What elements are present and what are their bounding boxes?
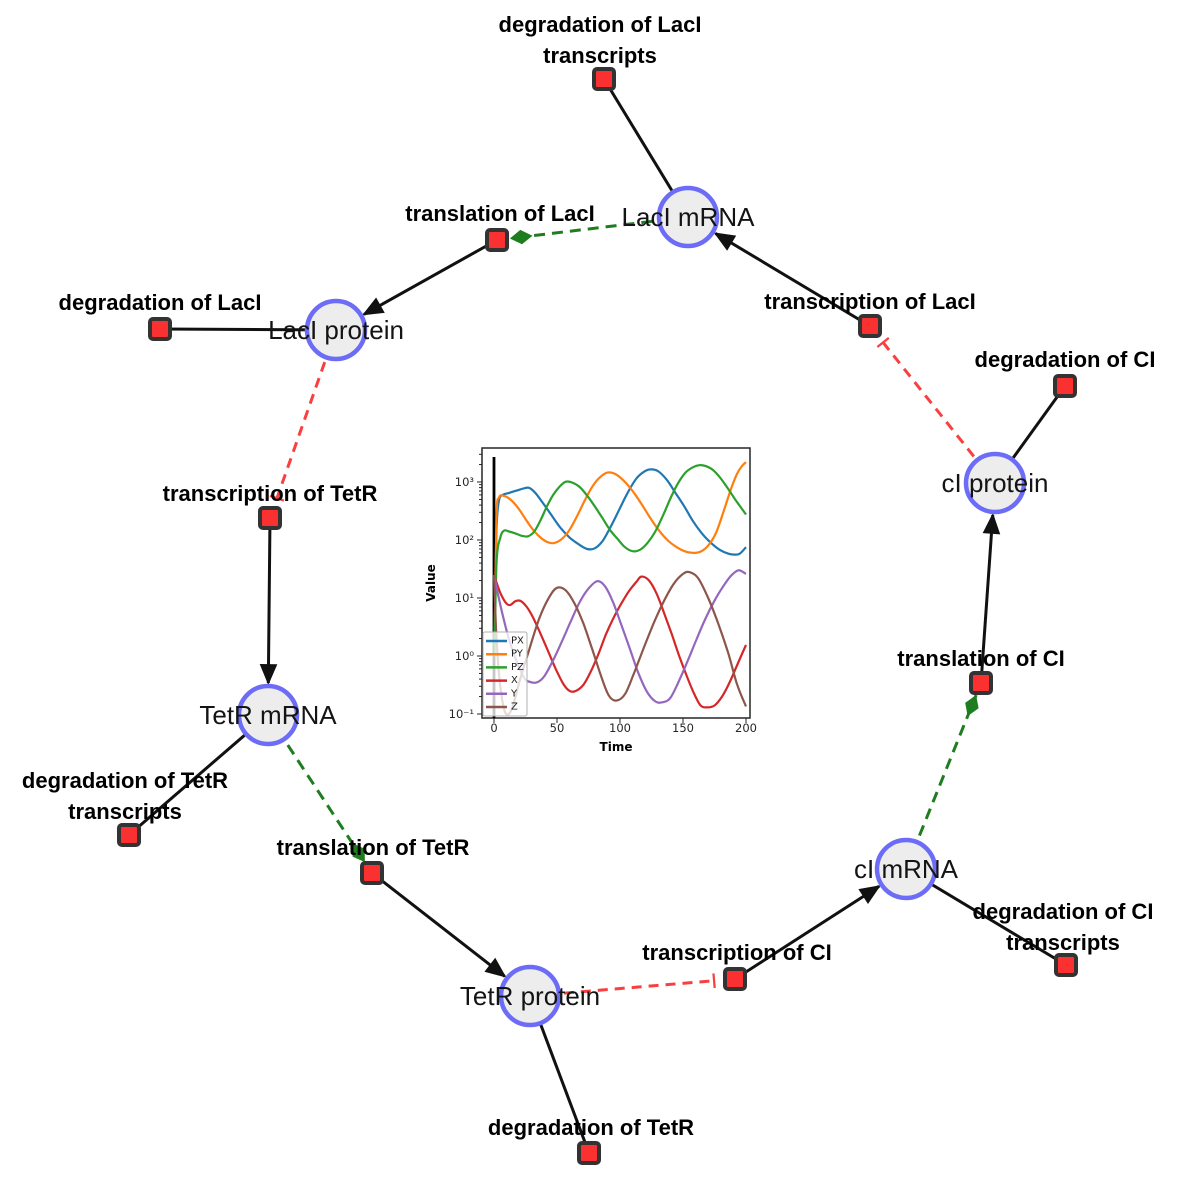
series-PY [493,461,747,646]
label-deg-laci-tx: degradation of LacI transcripts [499,12,702,68]
y-tick-label: 10⁻¹ [449,707,474,721]
species-node-laci-protein [304,298,368,362]
y-tick-label: 10¹ [455,591,474,605]
inset-chart-panel: 10⁻¹ 10⁰ 10¹ 10² 10³ 0 50 100 150 200 Time Value PX P… [423,430,777,772]
species-node-tetr-mrna [236,683,300,747]
label-deg-tetr-tx: degradation of TetR transcripts [22,768,228,824]
labels-layer: LacI mRNA LacI protein TetR mRNA TetR prote… [22,12,1156,1140]
y-tick-label: 10² [455,533,474,547]
reaction-node-transl-ci [969,671,993,695]
species-node-ci-mrna [874,837,938,901]
label-laci-protein: LacI protein [268,315,404,345]
label-tetr-mrna: TetR mRNA [199,700,337,730]
x-tick-label: 150 [672,721,694,735]
edge-catalysis-tetr-mrna-to-transl-tetr [266,714,367,863]
label-deg-ci-tx: degradation of CI transcripts [973,899,1154,955]
reaction-node-deg-tetr [577,1141,601,1165]
legend-item-X: X [511,675,518,686]
label-transl-ci: translation of CI [897,646,1064,671]
reaction-node-tx-laci [858,314,882,338]
species-node-laci-mrna [656,185,720,249]
species-node-tetr-protein [498,964,562,1028]
reaction-node-tx-ci [723,967,747,991]
reaction-node-transl-laci [485,228,509,252]
reaction-node-tx-tetr [258,506,282,530]
label-laci-mrna: LacI mRNA [622,202,756,232]
label-tx-ci: transcription of CI [642,940,831,965]
legend-item-Y: Y [510,688,518,699]
label-deg-ci: degradation of CI [975,347,1156,372]
label-ci-mrna: cI mRNA [854,854,959,884]
label-tx-laci: transcription of LacI [764,289,975,314]
y-tick-label: 10³ [455,475,475,489]
chart-legend: PX PY PZ XYZ [482,631,528,717]
edge-inhibition-laci-protein-to-tx-tetr [269,329,338,502]
label-transl-tetr: translation of TetR [277,835,470,860]
label-deg-tetr: degradation of TetR [488,1115,694,1140]
edge-catalysis-ci-mrna-to-transl-ci [904,694,979,870]
edge-catalysis-laci-mrna-to-transl-laci [509,215,689,245]
edge-production-transl-tetr-to-tetr-protein [371,871,507,978]
x-tick-label: 0 [490,721,497,735]
series-X [492,574,748,709]
edge-production-transl-laci-to-laci-protein [362,238,498,316]
species-node-ci-protein [963,451,1027,515]
x-tick-label: 50 [550,721,565,735]
axis-ticks [477,453,747,723]
edge-inhibition-tetr-protein-to-tx-ci [529,973,716,998]
edge-production-tx-ci-to-ci-mrna [734,885,881,981]
legend-item-PY: PY [511,649,524,660]
label-transl-laci: translation of LacI [405,201,594,226]
reaction-node-deg-ci-tx [1054,953,1078,977]
legend-item-PZ: PZ [511,662,524,673]
y-tick-label: 10⁰ [455,649,475,663]
reaction-node-deg-tetr-tx [117,823,141,847]
edge-production-transl-ci-to-ci-protein [979,512,1001,684]
reaction-node-deg-laci [148,317,172,341]
y-axis-label: Value [424,564,438,602]
series-PZ [493,464,747,657]
legend-item-Z: Z [511,702,518,713]
x-tick-label: 100 [609,721,631,735]
label-tetr-protein: TetR protein [460,981,600,1011]
reaction-node-deg-ci [1053,374,1077,398]
label-tx-tetr: transcription of TetR [163,481,378,506]
x-axis-label: Time [600,740,633,754]
reaction-node-transl-tetr [360,861,384,885]
reaction-node-deg-laci-tx [592,67,616,91]
label-ci-protein: cI protein [942,468,1049,498]
edge-production-tx-tetr-to-tetr-mrna [259,517,278,686]
edge-production-tx-laci-to-laci-mrna [713,232,871,328]
edge-inhibition-ci-protein-to-tx-laci [876,336,997,484]
nodes-layer [117,67,1078,1165]
legend-item-PX: PX [511,636,524,647]
x-tick-label: 200 [735,721,757,735]
label-deg-laci: degradation of LacI [59,290,262,315]
edges-layer [128,78,1067,1154]
